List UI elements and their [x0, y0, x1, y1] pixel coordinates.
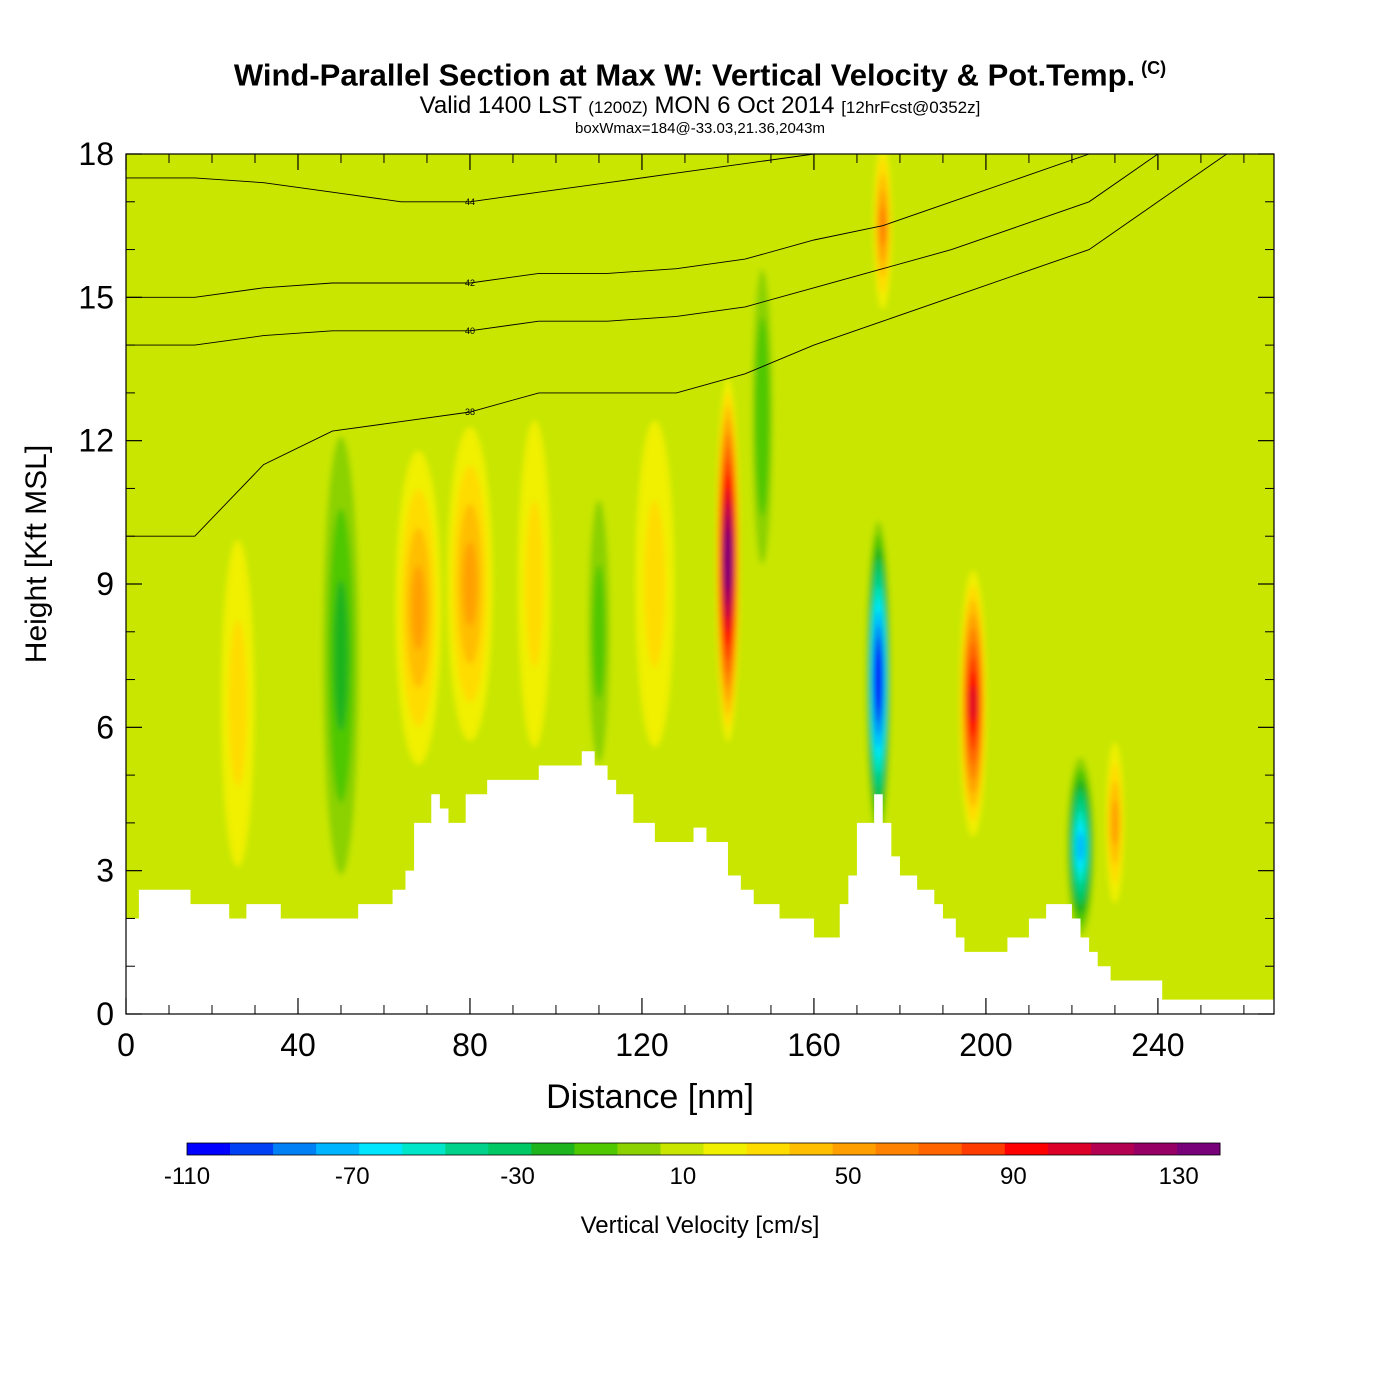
x-tick-label: 200	[959, 1027, 1012, 1063]
y-tick-label: 18	[78, 136, 114, 172]
colorbar-segment	[1133, 1143, 1178, 1155]
valid-time: Valid 1400 LST	[419, 92, 582, 120]
colorbar-segment	[660, 1143, 704, 1155]
colorbar-tick-label: -110	[164, 1163, 210, 1190]
velocity-feature-2	[333, 580, 349, 732]
terrain	[126, 751, 1274, 1014]
colorbar-segment	[1047, 1143, 1092, 1155]
colorbar-segment	[789, 1143, 834, 1155]
velocity-feature-6	[592, 564, 606, 700]
colorbar-segment	[1090, 1143, 1135, 1155]
colorbar-segment	[402, 1143, 446, 1155]
x-tick-label: 120	[615, 1027, 668, 1063]
x-tick-label: 240	[1131, 1027, 1184, 1063]
velocity-feature-7	[644, 500, 666, 668]
colorbar-segment	[1004, 1143, 1049, 1155]
colorbar-frame	[186, 1142, 1221, 1156]
pot-temp-contours: 38 40 42 44	[126, 154, 1274, 537]
pot-temp-contour-44	[126, 154, 1274, 203]
velocity-feature-5	[525, 500, 544, 668]
chart-subtitle: Valid 1400 LST (1200Z) MON 6 Oct 2014 [1…	[0, 93, 1400, 121]
colorbar-segment	[746, 1143, 791, 1155]
colorbar-segment	[1176, 1143, 1221, 1155]
y-tick-label: 12	[78, 423, 114, 459]
velocity-feature-1	[278, 603, 300, 851]
velocity-feature-14	[1111, 799, 1119, 847]
y-tick-label: 15	[78, 279, 114, 315]
velocity-feature-0	[228, 619, 247, 788]
colorbar-segment	[531, 1143, 575, 1155]
colorbar-segment	[230, 1143, 274, 1155]
x-axis-label: Distance [nm]	[546, 1078, 754, 1116]
colorbar-segment	[488, 1143, 532, 1155]
x-tick-label: 80	[452, 1027, 488, 1063]
colorbar-segment	[703, 1143, 748, 1155]
colorbar-segment	[617, 1143, 661, 1155]
colorbar-tick-label: 130	[1159, 1163, 1199, 1190]
colorbar-segment	[316, 1143, 360, 1155]
colorbar-segment	[832, 1143, 877, 1155]
contour-label-42: 42	[465, 278, 475, 288]
y-tick-label: 0	[96, 996, 114, 1032]
velocity-field	[214, 154, 1126, 971]
colorbar-label: Vertical Velocity [cm/s]	[581, 1212, 820, 1239]
chart-title-text: Wind-Parallel Section at Max W: Vertical…	[233, 57, 1136, 93]
velocity-feature-13	[1077, 832, 1084, 862]
box-wmax-label: boxWmax=184@-33.03,21.36,2043m	[575, 120, 825, 138]
velocity-feature-11	[875, 662, 882, 697]
x-tick-label: 0	[117, 1027, 135, 1063]
colorbar-segment	[918, 1143, 963, 1155]
colorbar-segment	[961, 1143, 1006, 1155]
colorbar-tick-label: -70	[335, 1163, 370, 1190]
velocity-feature-12	[969, 685, 977, 722]
y-tick-label: 9	[96, 566, 114, 602]
pot-temp-contour-42	[126, 154, 1274, 298]
contour-label-44: 44	[465, 197, 475, 207]
colorbar-segment	[187, 1143, 231, 1155]
colorbar-segment	[445, 1143, 489, 1155]
velocity-feature-8	[725, 542, 731, 578]
colorbar-segment	[574, 1143, 618, 1155]
colorbar-segment	[359, 1143, 403, 1155]
copyright-mark: (C)	[1141, 58, 1167, 78]
colorbar-tick-label: -30	[500, 1163, 535, 1190]
y-tick-label: 6	[96, 709, 114, 745]
colorbar-tick-label: 50	[835, 1163, 862, 1190]
valid-utc: (1200Z)	[588, 98, 648, 118]
contour-label-38: 38	[465, 407, 475, 417]
chart-title-block: Wind-Parallel Section at Max W: Vertical…	[0, 50, 1400, 137]
pot-temp-contour-40	[126, 154, 1274, 346]
pot-temp-contour-38	[126, 154, 1274, 537]
velocity-feature-4	[462, 541, 478, 627]
colorbar-tick-label: 10	[669, 1163, 696, 1190]
valid-date: MON 6 Oct 2014	[654, 92, 835, 120]
colorbar-tick-label: 90	[1000, 1163, 1027, 1190]
contour-label-40: 40	[465, 326, 475, 336]
y-tick-label: 3	[96, 853, 114, 889]
velocity-feature-9	[757, 365, 768, 469]
colorbar-segment	[875, 1143, 920, 1155]
forecast-info: [12hrFcst@0352z]	[841, 98, 981, 118]
velocity-feature-3	[411, 565, 426, 651]
y-axis-label: Height [Kft MSL]	[20, 445, 53, 663]
colorbar-segment	[273, 1143, 317, 1155]
x-tick-label: 40	[280, 1027, 316, 1063]
chart-title: Wind-Parallel Section at Max W: Vertical…	[0, 50, 1400, 93]
x-tick-label: 160	[787, 1027, 840, 1063]
